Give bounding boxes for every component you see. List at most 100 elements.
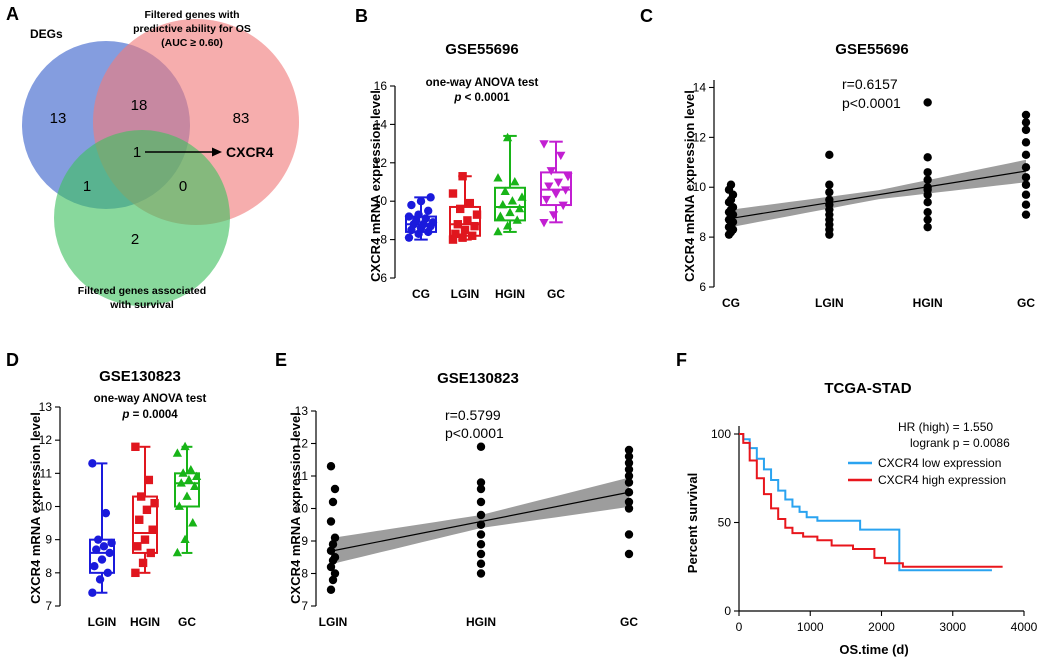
box bbox=[494, 186, 526, 222]
data-point bbox=[326, 585, 336, 594]
x-tick-label: LGIN bbox=[319, 615, 348, 629]
y-tick-label: 12 bbox=[295, 437, 309, 451]
x-tick-label: 4000 bbox=[1011, 620, 1038, 634]
data-point bbox=[1021, 190, 1031, 199]
d-plot-area: 7 8 9 10 11 12 13 LGIN HGIN GC bbox=[39, 400, 202, 629]
data-point bbox=[472, 210, 482, 219]
data-point bbox=[624, 452, 634, 461]
y-tick-label: 9 bbox=[301, 534, 308, 548]
data-point bbox=[180, 534, 190, 544]
data-point bbox=[923, 168, 932, 177]
data-point bbox=[186, 464, 196, 474]
data-point bbox=[1021, 125, 1031, 135]
venn-circle-survival bbox=[54, 130, 230, 306]
data-point bbox=[88, 588, 97, 597]
data-point bbox=[463, 216, 472, 225]
data-point bbox=[460, 225, 470, 235]
data-point bbox=[188, 518, 198, 527]
f-logrank: logrank p = 0.0086 bbox=[910, 436, 1010, 450]
data-point bbox=[476, 530, 486, 539]
e-y-axis-title: CXCR4 mRNA expression level bbox=[288, 412, 303, 604]
data-point bbox=[556, 151, 566, 161]
y-tick-label: 8 bbox=[699, 230, 706, 244]
data-point bbox=[326, 562, 336, 572]
y-tick-label: 10 bbox=[39, 500, 53, 514]
panel-e: E GSE130823 r=0.5799 p<0.0001 CXCR4 mRNA… bbox=[275, 350, 638, 629]
data-point bbox=[1021, 210, 1031, 219]
data-point bbox=[426, 193, 435, 202]
x-tick-label: LGIN bbox=[88, 615, 117, 629]
data-point bbox=[330, 569, 340, 578]
venn-count-survival-only: 2 bbox=[131, 231, 139, 248]
data-point bbox=[544, 182, 554, 191]
f-x-axis-title: OS.time (d) bbox=[839, 642, 908, 657]
y-tick-label: 6 bbox=[380, 271, 387, 285]
x-tick-label: HGIN bbox=[466, 615, 496, 629]
y-tick-label: 12 bbox=[39, 433, 53, 447]
data-point bbox=[502, 132, 513, 142]
data-point bbox=[624, 471, 634, 481]
b-plot-area: 6 8 10 12 14 16 CG LGIN HGIN GC bbox=[374, 79, 573, 301]
data-point bbox=[624, 530, 634, 539]
x-tick-label: LGIN bbox=[815, 296, 844, 310]
data-point bbox=[456, 204, 465, 214]
x-tick-label: HGIN bbox=[130, 615, 160, 629]
data-point bbox=[923, 183, 932, 192]
venn-count-all: 1 bbox=[133, 144, 141, 161]
data-point bbox=[507, 196, 518, 205]
y-tick-label: 8 bbox=[45, 566, 52, 580]
x-tick-label: GC bbox=[547, 287, 565, 301]
data-point bbox=[624, 504, 634, 513]
x-tick-label: GC bbox=[620, 615, 638, 629]
data-point bbox=[560, 186, 571, 195]
data-point bbox=[923, 198, 932, 207]
data-point bbox=[498, 200, 508, 209]
data-point bbox=[1021, 150, 1031, 160]
data-point bbox=[95, 575, 105, 584]
y-tick-label: 14 bbox=[693, 80, 707, 94]
data-point bbox=[131, 442, 140, 451]
y-tick-label: 9 bbox=[45, 533, 52, 547]
data-point bbox=[514, 203, 525, 213]
venn-label-survival-1: Filtered genes associated bbox=[78, 285, 206, 297]
venn-gene-label: CXCR4 bbox=[226, 144, 274, 160]
data-point bbox=[174, 501, 184, 510]
panel-a-label: A bbox=[6, 4, 19, 24]
data-point bbox=[825, 188, 834, 197]
data-point bbox=[563, 172, 573, 182]
y-tick-label: 8 bbox=[301, 567, 308, 581]
d-title: GSE130823 bbox=[99, 368, 181, 385]
data-point bbox=[476, 559, 486, 568]
data-point bbox=[428, 218, 438, 227]
data-point bbox=[541, 195, 552, 205]
y-tick-label: 0 bbox=[724, 604, 731, 618]
data-point bbox=[923, 222, 932, 232]
venn-count-os-only: 83 bbox=[233, 110, 250, 127]
data-point bbox=[476, 520, 486, 529]
data-point bbox=[404, 233, 414, 242]
x-tick-label: 2000 bbox=[868, 620, 895, 634]
b-pvalue: p < 0.0001 bbox=[453, 92, 510, 104]
data-point bbox=[172, 448, 183, 457]
data-point bbox=[468, 231, 477, 240]
data-point bbox=[1021, 110, 1031, 120]
data-point bbox=[416, 197, 426, 206]
venn-label-os-3: (AUC ≥ 0.60) bbox=[161, 37, 223, 49]
panel-d-label: D bbox=[6, 350, 19, 370]
data-point bbox=[493, 226, 503, 236]
data-point bbox=[624, 445, 634, 455]
data-point bbox=[458, 233, 467, 242]
data-point bbox=[476, 442, 486, 451]
f-y-axis-title: Percent survival bbox=[685, 473, 700, 573]
d-y-axis-title: CXCR4 mRNA expression level bbox=[28, 412, 43, 604]
panel-b-label: B bbox=[355, 6, 368, 26]
data-point bbox=[495, 211, 506, 220]
data-point bbox=[1021, 173, 1031, 182]
data-point bbox=[133, 542, 142, 551]
data-point bbox=[103, 568, 112, 578]
y-tick-label: 50 bbox=[718, 516, 732, 530]
panel-e-label: E bbox=[275, 350, 287, 370]
venn-label-os-1: Filtered genes with bbox=[144, 9, 239, 21]
data-point bbox=[476, 549, 486, 559]
